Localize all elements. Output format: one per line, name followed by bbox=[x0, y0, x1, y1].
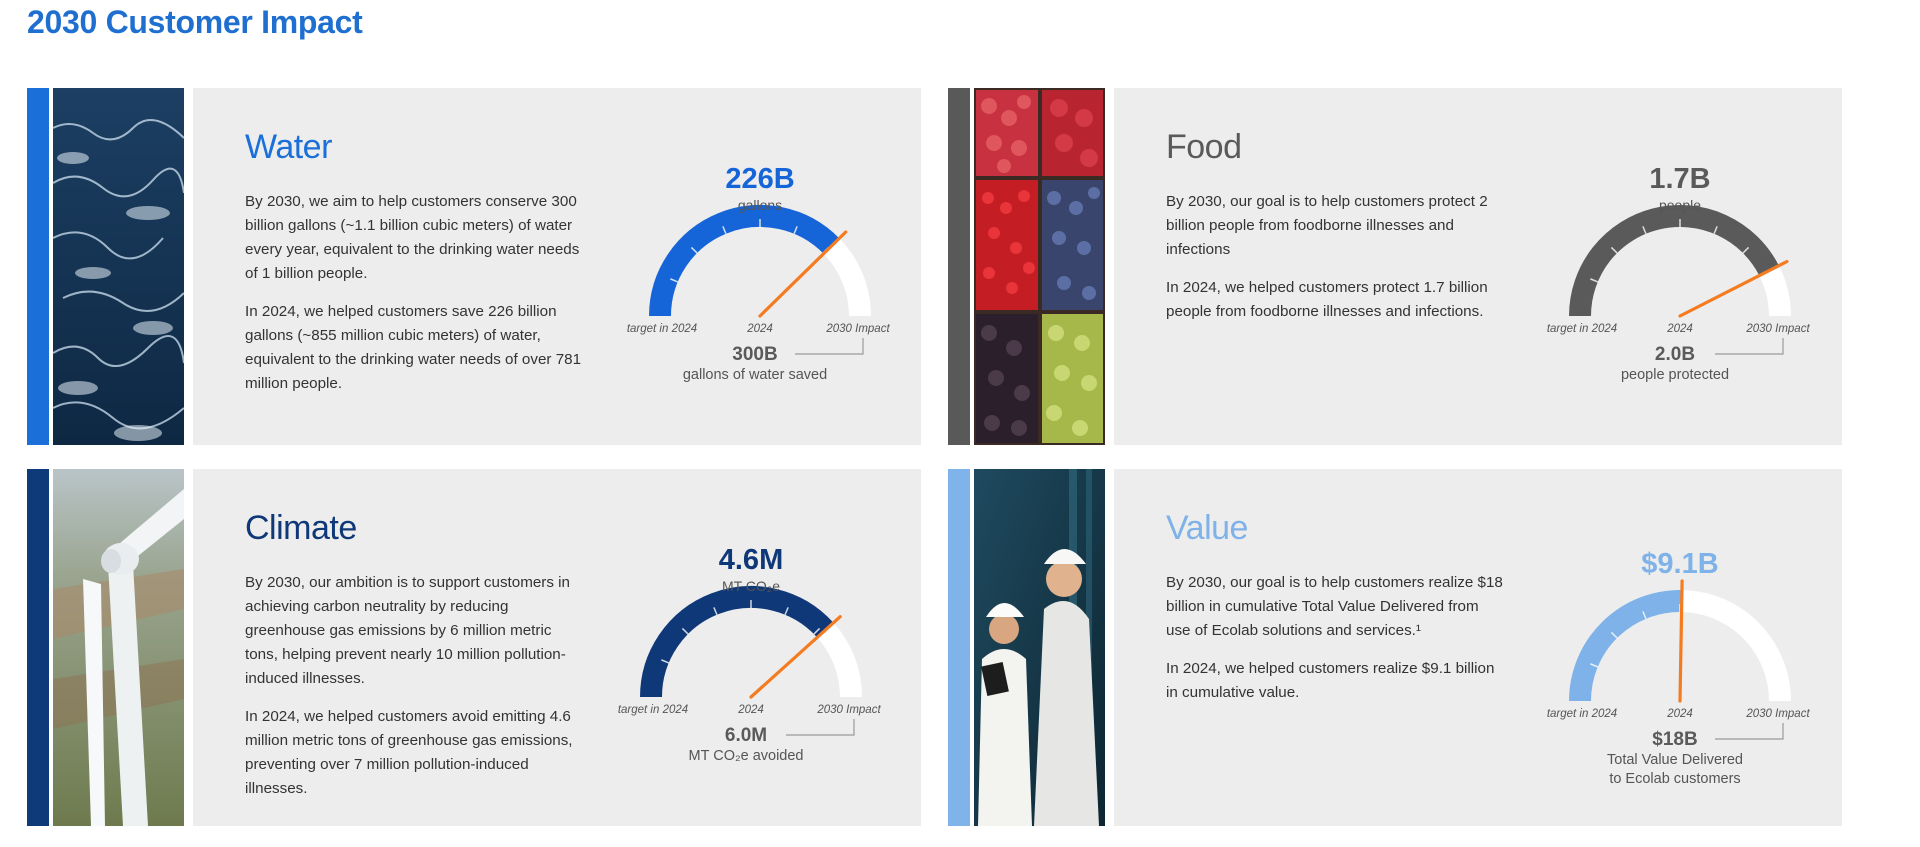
climate-label-center: 2024 bbox=[737, 704, 764, 716]
value-target-desc: Total Value Delivered bbox=[1607, 752, 1743, 768]
value-label-center: 2024 bbox=[1666, 708, 1693, 720]
food-label-right: 2030 Impact bbox=[1745, 323, 1810, 335]
food-label-left: target in 2024 bbox=[1547, 323, 1617, 335]
climate-goal-text: By 2030, our ambition is to support cust… bbox=[245, 574, 571, 687]
water-panel: Water By 2030, we aim to help customers … bbox=[27, 88, 921, 445]
water-target-value: 300B bbox=[732, 344, 777, 365]
food-gauge-needle bbox=[1678, 259, 1789, 318]
value-gauge-tick bbox=[1642, 611, 1647, 620]
climate-target-connector bbox=[786, 719, 855, 736]
food-gauge-tick bbox=[1761, 278, 1770, 283]
food-target-value: 2.0B bbox=[1655, 344, 1695, 365]
water-target-desc: gallons of water saved bbox=[683, 367, 827, 383]
food-value: 1.7B bbox=[1649, 163, 1710, 195]
value-value: $9.1B bbox=[1641, 548, 1718, 580]
water-label-left: target in 2024 bbox=[627, 323, 697, 335]
value-gauge-fill bbox=[1569, 590, 1682, 702]
climate-card: Climate By 2030, our ambition is to supp… bbox=[193, 469, 921, 826]
water-target-connector bbox=[795, 338, 864, 355]
food-gauge-tick bbox=[1642, 226, 1647, 235]
food-gauge-tick bbox=[1610, 246, 1618, 254]
climate-gauge-tick bbox=[681, 627, 689, 635]
water-gauge-tick bbox=[841, 278, 850, 283]
value-progress-text: In 2024, we helped customers realize $9.… bbox=[1166, 660, 1495, 701]
food-gauge-track bbox=[1569, 205, 1791, 317]
climate-label-left: target in 2024 bbox=[618, 704, 688, 716]
climate-target-desc: MT CO₂e avoided bbox=[689, 748, 804, 764]
value-card: Value By 2030, our goal is to help custo… bbox=[1114, 469, 1842, 826]
climate-gauge-tick bbox=[832, 659, 841, 664]
water-gauge-track bbox=[649, 205, 871, 317]
climate-gauge-track bbox=[640, 586, 862, 698]
water-gauge-fill bbox=[649, 205, 840, 317]
value-gauge-track bbox=[1569, 590, 1791, 702]
water-gauge-needle bbox=[758, 230, 848, 318]
water-gauge-tick bbox=[822, 246, 830, 254]
climate-gauge-tick bbox=[713, 607, 718, 616]
value-target-value: $18B bbox=[1652, 729, 1697, 750]
food-panel: Food By 2030, our goal is to help custom… bbox=[948, 88, 1842, 445]
water-card: Water By 2030, we aim to help customers … bbox=[193, 88, 921, 445]
water-value: 226B bbox=[725, 163, 794, 195]
engineers-in-hard-hats-photo bbox=[974, 469, 1105, 826]
climate-gauge-tick bbox=[813, 627, 821, 635]
food-gauge-tick bbox=[1590, 278, 1599, 283]
value-label-left: target in 2024 bbox=[1547, 708, 1617, 720]
food-gauge-fill bbox=[1569, 205, 1779, 317]
food-label-center: 2024 bbox=[1666, 323, 1693, 335]
value-panel: Value By 2030, our goal is to help custo… bbox=[948, 469, 1842, 826]
water-gauge-tick bbox=[690, 246, 698, 254]
water-heading: Water bbox=[245, 128, 332, 166]
value-target-desc: to Ecolab customers bbox=[1609, 771, 1740, 787]
food-progress-text: In 2024, we helped customers protect 1.7… bbox=[1166, 279, 1488, 320]
water-accent-stripe bbox=[27, 88, 49, 445]
value-heading: Value bbox=[1166, 509, 1248, 547]
food-unit: people bbox=[1659, 197, 1701, 213]
food-card: Food By 2030, our goal is to help custom… bbox=[1114, 88, 1842, 445]
value-target-connector bbox=[1715, 723, 1784, 740]
value-gauge-tick bbox=[1590, 663, 1599, 668]
climate-gauge-tick bbox=[784, 607, 789, 616]
climate-gauge-needle bbox=[749, 615, 842, 699]
climate-unit: MT CO₂e bbox=[722, 578, 780, 594]
food-gauge-tick bbox=[1742, 246, 1750, 254]
value-gauge-tick bbox=[1761, 663, 1770, 668]
water-gauge-tick bbox=[793, 226, 798, 235]
water-progress-text: In 2024, we helped customers save 226 bi… bbox=[245, 303, 582, 392]
food-goal-text: By 2030, our goal is to help customers p… bbox=[1166, 193, 1488, 258]
wind-turbine-photo bbox=[53, 469, 184, 826]
value-gauge-tick bbox=[1742, 631, 1750, 639]
climate-progress-text: In 2024, we helped customers avoid emitt… bbox=[245, 708, 573, 797]
food-gauge-tick bbox=[1713, 226, 1718, 235]
ocean-waves-photo bbox=[53, 88, 184, 445]
page-title: 2030 Customer Impact bbox=[27, 4, 363, 40]
climate-target-value: 6.0M bbox=[725, 725, 767, 746]
climate-heading: Climate bbox=[245, 509, 357, 547]
value-accent-stripe bbox=[948, 469, 970, 826]
water-goal-text: By 2030, we aim to help customers conser… bbox=[245, 193, 580, 282]
food-target-desc: people protected bbox=[1621, 367, 1729, 383]
food-heading: Food bbox=[1166, 128, 1242, 166]
value-gauge-needle bbox=[1678, 579, 1684, 703]
berries-in-crates-photo bbox=[974, 88, 1105, 445]
climate-value: 4.6M bbox=[719, 544, 783, 576]
value-gauge-tick bbox=[1713, 611, 1718, 620]
water-label-center: 2024 bbox=[746, 323, 773, 335]
value-goal-text: By 2030, our goal is to help customers r… bbox=[1166, 574, 1503, 639]
climate-label-right: 2030 Impact bbox=[816, 704, 881, 716]
water-unit: gallons bbox=[738, 197, 782, 213]
value-label-right: 2030 Impact bbox=[1745, 708, 1810, 720]
climate-panel: Climate By 2030, our ambition is to supp… bbox=[27, 469, 921, 826]
food-target-connector bbox=[1715, 338, 1784, 355]
climate-gauge-tick bbox=[661, 659, 670, 664]
climate-accent-stripe bbox=[27, 469, 49, 826]
climate-gauge-fill bbox=[640, 586, 834, 698]
water-gauge-tick bbox=[670, 278, 679, 283]
water-label-right: 2030 Impact bbox=[825, 323, 890, 335]
water-gauge-tick bbox=[722, 226, 727, 235]
value-gauge-tick bbox=[1610, 631, 1618, 639]
food-accent-stripe bbox=[948, 88, 970, 445]
